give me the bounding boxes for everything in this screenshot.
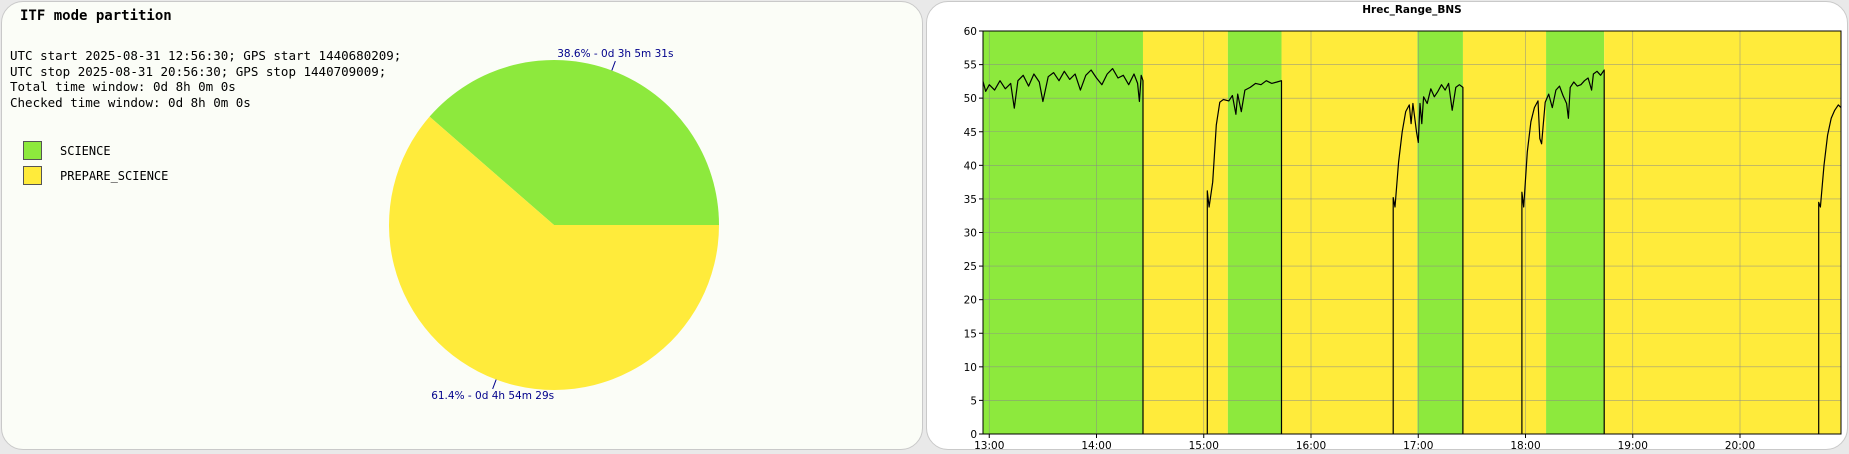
pie-legend: SCIENCE PREPARE_SCIENCE <box>23 138 168 188</box>
checked-time-window-line: Checked time window: 0d 8h 0m 0s <box>10 94 251 110</box>
pie-slice-science <box>429 60 719 225</box>
x-tick-label: 20:00 <box>1725 440 1755 449</box>
y-tick-label: 60 <box>964 26 977 38</box>
pie-label-science: 38.6% - 0d 3h 5m 31s <box>557 48 673 60</box>
legend-item-science: SCIENCE <box>23 138 168 163</box>
y-tick-label: 0 <box>970 429 977 441</box>
pie-label-leader-science <box>611 60 616 71</box>
x-tick-label: 19:00 <box>1618 440 1648 449</box>
y-tick-label: 55 <box>964 60 977 72</box>
pie-slice-prepare-science <box>388 116 719 391</box>
hrec-range-panel: Hrec_Range_BNS 0 5 10 15 20 25 30 35 40 45 50 55 60 13… <box>926 1 1848 450</box>
hrec-range-series-segment <box>1818 104 1842 434</box>
legend-swatch-science <box>23 141 42 160</box>
y-tick-label: 40 <box>964 160 977 172</box>
hrec-range-series-segment <box>1521 69 1605 434</box>
mode-partition-pie-chart: 38.6% - 0d 3h 5m 31s 61.4% - 0d 4h 54m 29… <box>388 48 719 402</box>
hrec-range-series-segment <box>1206 80 1283 434</box>
pie-label-leader-prepare-science <box>492 379 497 390</box>
hrec-range-line-chart: Hrec_Range_BNS 0 5 10 15 20 25 30 35 40 45 50 55 60 13… <box>964 4 1842 449</box>
time-window-info: UTC start 2025-08-31 12:56:30; GPS start… <box>10 48 401 110</box>
y-tick-label: 15 <box>964 328 977 340</box>
pie-chart-title: ITF mode partition <box>20 8 172 24</box>
y-tick-label: 25 <box>964 261 977 273</box>
y-tick-label: 30 <box>964 228 977 240</box>
legend-label-science: SCIENCE <box>60 143 111 158</box>
total-time-window-line: Total time window: 0d 8h 0m 0s <box>10 79 236 94</box>
hrec-range-series-segment <box>1392 82 1464 434</box>
x-tick-label: 13:00 <box>974 440 1004 449</box>
y-tick-label: 5 <box>970 395 977 407</box>
x-tick-label: 18:00 <box>1510 440 1540 449</box>
utc-stop-line: UTC stop 2025-08-31 20:56:30; GPS stop 1… <box>10 63 387 79</box>
plot-frame <box>982 30 1842 435</box>
y-tick-label: 10 <box>964 362 977 374</box>
y-tick-label: 35 <box>964 194 977 206</box>
x-tick-label: 14:00 <box>1081 440 1111 449</box>
pie-label-prepare-science: 61.4% - 0d 4h 54m 29s <box>431 390 554 402</box>
x-tick-label: 15:00 <box>1189 440 1219 449</box>
mode-partition-panel: ITF mode partition UTC start 2025-08-31 … <box>1 1 923 450</box>
legend-label-prepare-science: PREPARE_SCIENCE <box>60 168 169 183</box>
y-tick-label: 20 <box>964 295 977 307</box>
y-tick-label: 45 <box>964 127 977 139</box>
x-tick-label: 16:00 <box>1296 440 1326 449</box>
y-tick-label: 50 <box>964 93 977 105</box>
utc-start-line: UTC start 2025-08-31 12:56:30; GPS start… <box>10 48 402 63</box>
legend-item-prepare-science: PREPARE_SCIENCE <box>23 163 168 188</box>
line-chart-title: Hrec_Range_BNS <box>1362 4 1461 16</box>
x-tick-label: 17:00 <box>1403 440 1433 449</box>
hrec-range-series-segment <box>982 67 1144 434</box>
legend-swatch-prepare-science <box>23 166 42 185</box>
